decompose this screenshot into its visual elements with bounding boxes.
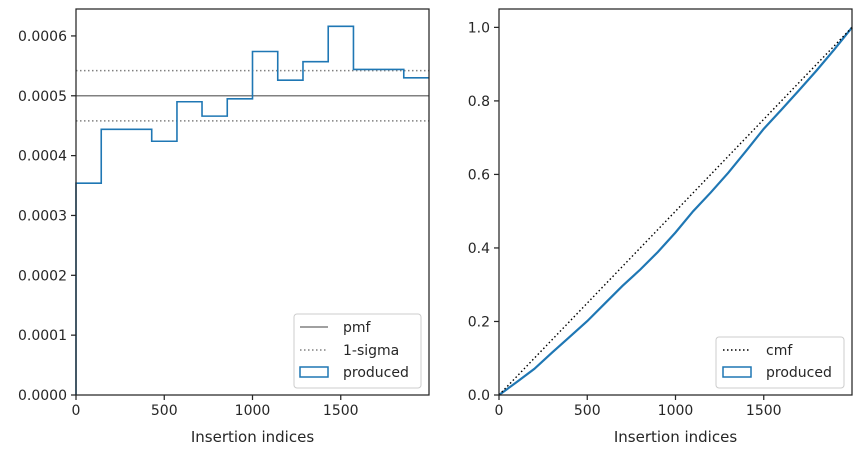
legend-produced-swatch <box>299 366 329 378</box>
histogram-x-axis-label: Insertion indices <box>191 428 314 446</box>
x-tick-label: 1500 <box>746 403 782 419</box>
histogram-axes-frame <box>75 8 430 396</box>
histogram-legend-box <box>293 313 422 389</box>
legend-produced-label: produced <box>343 365 409 381</box>
histogram-subplot: 0 500 1000 1500 0.0000 0.0001 0.0002 0.0003 0.00… <box>18 8 430 446</box>
x-tick-label: 1000 <box>658 403 694 419</box>
y-tick-label: 0.0000 <box>18 388 67 404</box>
produced-cumulative-line <box>498 26 853 396</box>
cumulative-ticks: 0 500 1000 1500 0.0 0.2 0.4 0.6 0.8 1.0 <box>468 20 782 419</box>
histogram-legend: pmf 1-sigma produced <box>293 313 422 389</box>
x-tick-label: 1500 <box>323 403 359 419</box>
y-tick-label: 0.0006 <box>18 29 67 45</box>
y-tick-label: 0.4 <box>468 241 490 257</box>
cumulative-x-axis-label: Insertion indices <box>614 428 737 446</box>
y-tick-label: 0.0003 <box>18 208 67 224</box>
legend-pmf-label: pmf <box>343 320 372 336</box>
y-tick-label: 0.0 <box>468 388 490 404</box>
x-tick-label: 0 <box>495 403 504 419</box>
y-tick-label: 0.0005 <box>18 89 67 105</box>
x-tick-label: 1000 <box>235 403 271 419</box>
legend-produced-swatch <box>722 366 752 378</box>
y-tick-label: 0.8 <box>468 94 490 110</box>
histogram-ticks: 0 500 1000 1500 0.0000 0.0001 0.0002 0.0003 0.00… <box>18 29 359 419</box>
y-tick-label: 0.2 <box>468 314 490 330</box>
legend-produced-label: produced <box>766 365 832 381</box>
x-tick-label: 500 <box>574 403 601 419</box>
x-tick-label: 0 <box>72 403 81 419</box>
x-tick-label: 500 <box>151 403 178 419</box>
y-tick-label: 0.0001 <box>18 328 67 344</box>
cumulative-plot-area <box>498 26 853 396</box>
histogram-plot-area <box>75 25 429 395</box>
y-tick-label: 0.0002 <box>18 268 67 284</box>
produced-histogram-step <box>75 25 429 395</box>
y-tick-label: 1.0 <box>468 20 490 36</box>
cumulative-legend: cmf produced <box>715 336 845 389</box>
cmf-line <box>498 26 853 396</box>
legend-1-sigma-label: 1-sigma <box>343 343 399 359</box>
cumulative-axes-frame <box>498 8 853 396</box>
y-tick-label: 0.0004 <box>18 149 67 165</box>
y-tick-label: 0.6 <box>468 167 490 183</box>
cumulative-subplot: 0 500 1000 1500 0.0 0.2 0.4 0.6 0.8 1.0 Insertion… <box>468 8 853 446</box>
legend-cmf-label: cmf <box>766 343 793 359</box>
